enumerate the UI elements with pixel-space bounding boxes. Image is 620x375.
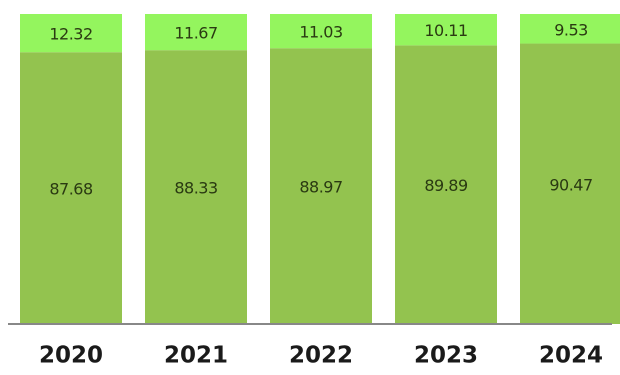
data-label-2020-series-0: 87.68 <box>49 180 93 199</box>
data-labels-layer: 87.68 12.32 88.33 11.67 88.97 11.03 89.89 10.11… <box>49 20 593 199</box>
bar-segment-2024-series-0 <box>520 43 620 324</box>
bar-segment-2022-series-0 <box>270 48 372 325</box>
bars-layer <box>20 14 620 325</box>
data-label-2024-series-1: 9.53 <box>554 20 588 39</box>
x-tick-labels-layer: 2020 2021 2022 2023 2024 <box>39 343 603 369</box>
bar-segment-2021-series-1 <box>145 14 247 51</box>
data-label-2022-series-0: 88.97 <box>299 178 342 197</box>
bar-segment-2023-series-0 <box>395 45 497 324</box>
data-label-2024-series-0: 90.47 <box>549 175 592 194</box>
data-label-2021-series-0: 88.33 <box>174 179 217 198</box>
bar-segment-2022-series-1 <box>270 14 372 49</box>
data-label-2021-series-1: 11.67 <box>174 24 217 43</box>
data-label-2020-series-1: 12.32 <box>49 25 92 44</box>
x-tick-label-2024: 2024 <box>539 343 603 369</box>
x-tick-label-2021: 2021 <box>164 343 228 369</box>
data-label-2023-series-1: 10.11 <box>424 21 467 40</box>
x-tick-label-2020: 2020 <box>39 343 103 369</box>
bar-segment-2020-series-1 <box>20 14 122 53</box>
bar-segment-2023-series-1 <box>395 14 497 46</box>
x-tick-label-2022: 2022 <box>289 343 353 369</box>
data-label-2022-series-1: 11.03 <box>299 23 342 42</box>
bar-segment-2020-series-0 <box>20 52 122 324</box>
bar-segment-2024-series-1 <box>520 14 620 44</box>
data-label-2023-series-0: 89.89 <box>424 176 468 195</box>
bar-segment-2021-series-0 <box>145 50 247 324</box>
x-tick-label-2023: 2023 <box>414 343 478 369</box>
